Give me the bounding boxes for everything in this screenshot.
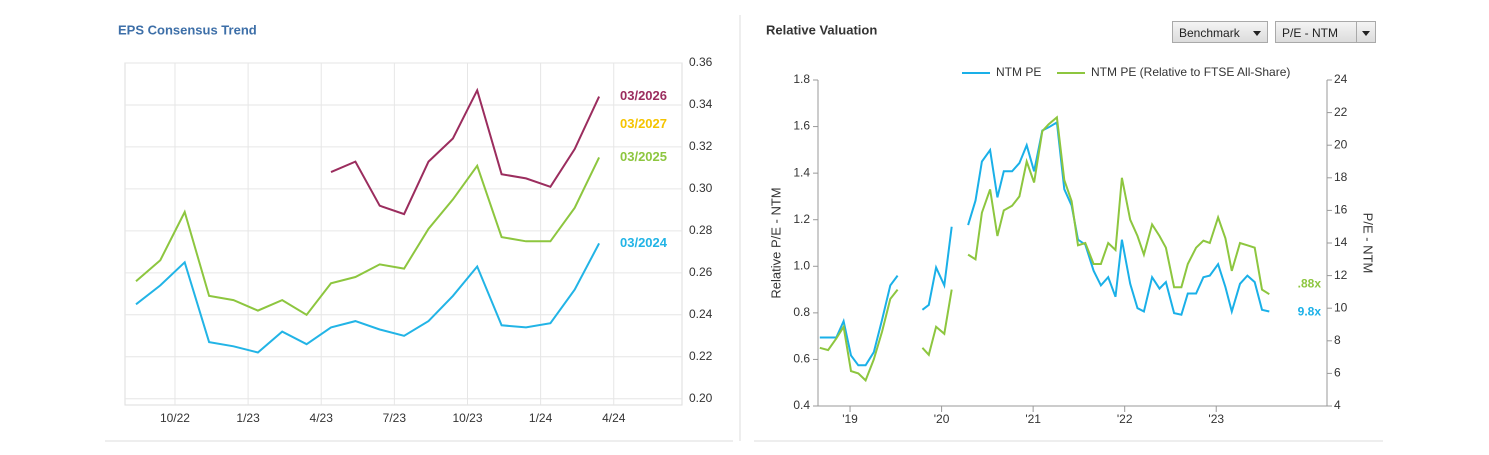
x-tick-label: 10/23	[452, 411, 482, 425]
end-label: .88x	[1298, 276, 1322, 290]
series-label: 03/2027	[620, 116, 667, 131]
x-tick-label: 10/22	[160, 411, 190, 425]
x-tick-label: 1/23	[236, 411, 260, 425]
x-tick-label: 4/24	[602, 411, 626, 425]
y-tick-label: 0.4	[793, 398, 810, 412]
series-line	[330, 87, 601, 216]
plot-frame	[124, 62, 683, 406]
select-label: P/E - NTM	[1282, 26, 1338, 40]
series-label: 03/2024	[620, 235, 668, 250]
legend-label: NTM PE (Relative to FTSE All-Share)	[1091, 65, 1290, 79]
y-tick-label: 12	[1334, 268, 1348, 282]
y-tick-label: 1.4	[793, 165, 810, 179]
y-tick-label: 18	[1334, 170, 1348, 184]
x-tick-label: '20	[934, 412, 950, 426]
x-tick-label: 7/23	[383, 411, 407, 425]
button-label: Benchmark	[1179, 26, 1240, 40]
y-tick-label: 0.30	[689, 181, 713, 195]
y-tick-label: 0.28	[689, 223, 713, 237]
series-line	[819, 120, 1270, 367]
y-tick-label: 0.8	[793, 305, 810, 319]
benchmark-button[interactable]: Benchmark	[1172, 21, 1268, 43]
chart-title: Relative Valuation	[766, 22, 877, 37]
y-tick-label: 22	[1334, 105, 1348, 119]
y-tick-label: 10	[1334, 300, 1348, 314]
y-tick-label: 8	[1334, 333, 1341, 347]
y-axis-title: Relative P/E - NTM	[768, 187, 783, 298]
y-tick-label: 1.8	[793, 72, 810, 86]
y2-axis-title: P/E - NTM	[1361, 213, 1376, 274]
y-tick-label: 0.20	[689, 391, 713, 405]
metric-select[interactable]: P/E - NTM	[1275, 21, 1357, 43]
y-tick-label: 1.2	[793, 212, 810, 226]
y-tick-label: 14	[1334, 235, 1348, 249]
series-line	[135, 242, 600, 354]
y-tick-label: 0.26	[689, 265, 713, 279]
y-tick-label: 0.6	[793, 352, 810, 366]
x-tick-label: '21	[1025, 412, 1041, 426]
x-tick-label: 4/23	[310, 411, 334, 425]
x-tick-label: '23	[1208, 412, 1224, 426]
series-label: 03/2026	[620, 88, 667, 103]
series-line	[135, 156, 601, 317]
x-tick-label: '22	[1117, 412, 1133, 426]
y-tick-label: 4	[1334, 398, 1341, 412]
dropdown-arrow	[1362, 31, 1370, 36]
y-tick-label: 0.22	[689, 349, 713, 363]
y-tick-label: 0.34	[689, 97, 713, 111]
y-tick-label: 1.6	[793, 119, 810, 133]
y-tick-label: 6	[1334, 366, 1341, 380]
y-tick-label: 0.24	[689, 307, 713, 321]
legend-label: NTM PE	[996, 65, 1041, 79]
y-tick-label: 24	[1334, 72, 1348, 86]
x-tick-label: 1/24	[529, 411, 553, 425]
end-label: 9.8x	[1298, 305, 1322, 319]
series-line	[819, 115, 1270, 383]
metric-dropdown[interactable]	[1356, 21, 1376, 43]
y-tick-label: 1.0	[793, 258, 810, 272]
y-tick-label: 16	[1334, 203, 1348, 217]
dropdown-arrow	[1253, 31, 1261, 36]
series-label: 03/2025	[620, 149, 667, 164]
y-tick-label: 0.36	[689, 55, 713, 69]
x-tick-label: '19	[842, 412, 858, 426]
y-tick-label: 20	[1334, 137, 1348, 151]
y-tick-label: 0.32	[689, 139, 713, 153]
chart-title: EPS Consensus Trend	[118, 22, 257, 37]
